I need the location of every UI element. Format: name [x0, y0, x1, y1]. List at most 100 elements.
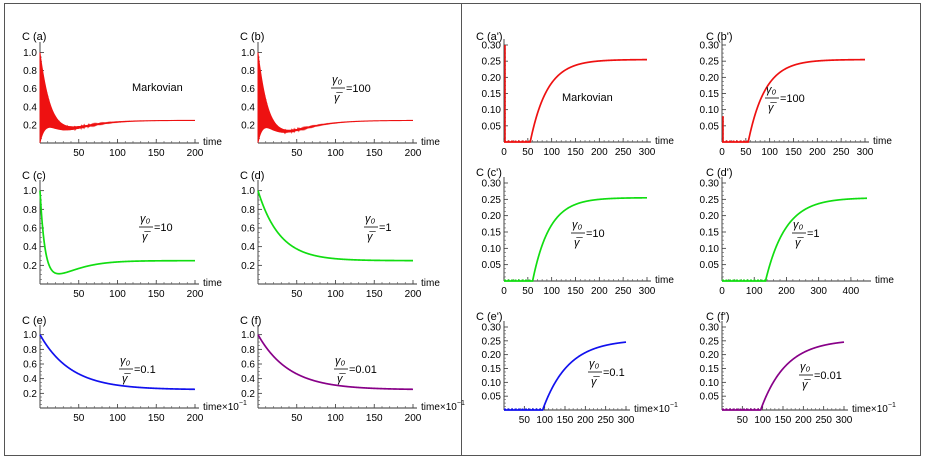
y-tick-label: 1.0: [241, 48, 255, 59]
gamma-numerator: γ₀: [120, 355, 131, 367]
y-tick-label: 0.20: [700, 73, 720, 84]
gamma-value: =10: [586, 228, 605, 240]
y-tick-label: 0.20: [700, 211, 720, 222]
y-tick-label: 0.15: [700, 228, 720, 239]
x-tick-label: 150: [567, 147, 584, 158]
x-tick-label: 150: [148, 148, 165, 159]
y-tick-label: 0.25: [700, 336, 720, 347]
y-tick-label: 0.20: [482, 211, 502, 222]
x-tick-label: 150: [366, 413, 383, 424]
x-tick-label: 300: [836, 415, 853, 426]
y-tick-label: 0.30: [482, 179, 502, 190]
x-tick-label: 250: [615, 147, 632, 158]
x-axis-label: time×10−1: [634, 402, 678, 415]
gamma-value: =1: [379, 222, 392, 234]
gamma-denominator: γ̅: [795, 237, 805, 249]
y-tick-label: 0.2: [241, 389, 255, 400]
series-line: [39, 190, 195, 275]
gamma-ratio-annotation: γ₀ γ̅=0.1: [588, 358, 625, 388]
x-axis-label: time×10−1: [203, 400, 247, 413]
x-tick-label: 0: [501, 286, 507, 297]
y-tick-label: 0.20: [482, 73, 502, 84]
x-tick-label: 150: [366, 148, 383, 159]
y-tick-label: 0.05: [482, 392, 502, 403]
y-tick-label: 0.8: [241, 66, 255, 77]
x-tick-label: 200: [405, 413, 422, 424]
y-tick-label: 0.05: [482, 121, 502, 132]
annotation-text: Markovian: [562, 92, 613, 104]
x-tick-label: 150: [567, 286, 584, 297]
x-tick-label: 50: [737, 415, 749, 426]
x-tick-label: 0: [719, 286, 725, 297]
chart-f-prime: 0.05 0.10 0.15 0.20 0.25 0.30 50 100 150 200 250 30…: [700, 311, 896, 426]
gamma-numerator: γ₀: [335, 355, 346, 367]
y-tick-label: 0.30: [700, 179, 720, 190]
y-tick-label: 0.4: [241, 102, 255, 113]
y-tick-label: 1.0: [23, 186, 37, 197]
x-axis-label: time: [875, 275, 894, 286]
panel-label: C (c'): [476, 167, 502, 179]
series-line: [504, 58, 647, 143]
gamma-ratio-annotation: γ₀ γ̅=100: [331, 74, 371, 104]
x-tick-label: 200: [187, 289, 204, 300]
series-line: [504, 341, 627, 411]
y-tick-label: 0.15: [700, 364, 720, 375]
x-tick-label: 100: [754, 415, 771, 426]
y-tick-label: 0.2: [241, 261, 255, 272]
y-tick-label: 1.0: [241, 186, 255, 197]
x-tick-label: 50: [519, 415, 531, 426]
x-tick-label: 200: [405, 148, 422, 159]
x-tick-label: 250: [597, 415, 614, 426]
panel-label: C (b): [240, 31, 264, 43]
gamma-value: =0.1: [603, 367, 625, 379]
x-axis-label: time: [203, 278, 222, 289]
x-tick-label: 50: [291, 148, 303, 159]
y-tick-label: 0.2: [23, 120, 37, 131]
y-tick-label: 0.6: [241, 84, 255, 95]
gamma-ratio-annotation: γ₀ γ̅=0.01: [799, 361, 842, 391]
x-tick-label: 50: [291, 289, 303, 300]
y-tick-label: 0.15: [482, 89, 502, 100]
x-tick-label: 50: [740, 147, 752, 158]
y-tick-label: 0.8: [23, 66, 37, 77]
x-tick-label: 300: [618, 415, 635, 426]
y-tick-label: 0.6: [23, 224, 37, 235]
x-tick-label: 200: [405, 289, 422, 300]
gamma-ratio-annotation: γ₀ γ̅=0.01: [334, 355, 377, 385]
y-tick-label: 0.6: [23, 84, 37, 95]
x-tick-label: 50: [73, 148, 85, 159]
y-tick-label: 0.25: [700, 195, 720, 206]
figure-frame: [4, 3, 921, 456]
y-tick-label: 0.05: [700, 260, 720, 271]
x-tick-label: 150: [557, 415, 574, 426]
y-tick-label: 0.25: [482, 336, 502, 347]
y-tick-label: 0.15: [482, 364, 502, 375]
y-tick-label: 0.05: [700, 392, 720, 403]
gamma-ratio-annotation: γ₀ γ̅=0.1: [119, 355, 156, 385]
x-axis-label: time: [421, 137, 440, 148]
x-tick-label: 200: [809, 147, 826, 158]
series-oscillation: [257, 52, 305, 143]
y-tick-label: 0.05: [700, 121, 720, 132]
gamma-denominator: γ̅: [334, 92, 344, 104]
y-tick-label: 0.25: [700, 57, 720, 68]
y-tick-label: 0.30: [482, 323, 502, 334]
panel-divider: [461, 3, 462, 456]
series-line: [722, 58, 865, 143]
x-tick-label: 200: [591, 286, 608, 297]
gamma-ratio-annotation: γ₀ γ̅=100: [765, 84, 805, 114]
y-tick-label: 0.30: [700, 41, 720, 52]
x-tick-label: 150: [148, 413, 165, 424]
gamma-ratio-annotation: γ₀ γ̅=10: [571, 219, 605, 249]
panel-label: C (f): [240, 315, 261, 327]
x-tick-label: 100: [543, 147, 560, 158]
x-tick-label: 100: [109, 289, 126, 300]
x-tick-label: 100: [327, 413, 344, 424]
x-tick-label: 200: [795, 415, 812, 426]
x-tick-label: 100: [746, 286, 763, 297]
x-axis-label: time×10−1: [421, 400, 465, 413]
y-tick-label: 0.25: [482, 195, 502, 206]
panel-label: C (a): [22, 31, 46, 43]
